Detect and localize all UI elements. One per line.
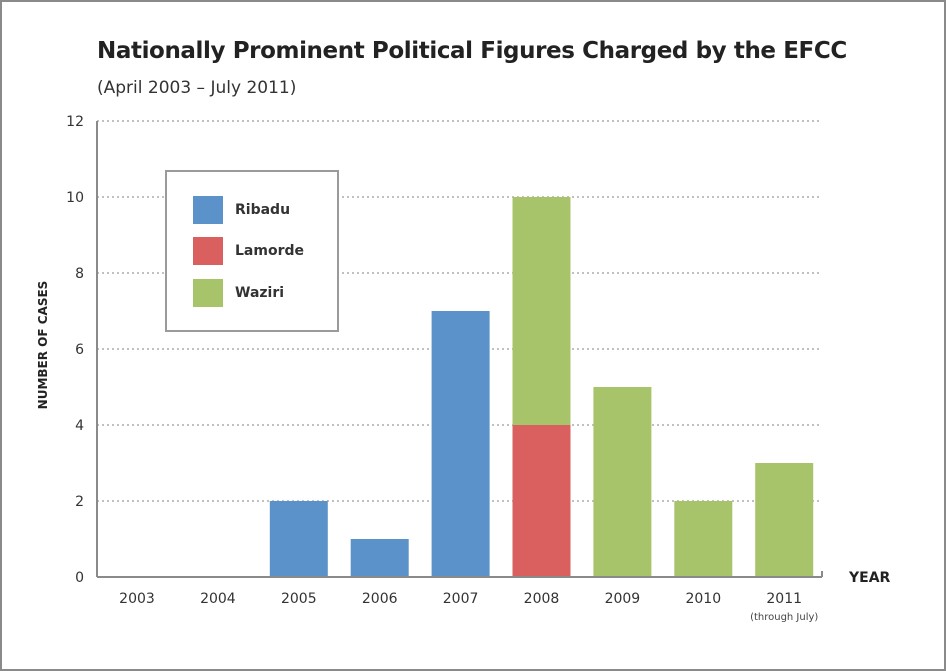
x-tick-label: 2005: [281, 591, 317, 607]
legend-label: Ribadu: [235, 202, 291, 218]
x-tick-label: 2004: [200, 591, 236, 607]
axes: [96, 121, 823, 578]
y-tick-label: 12: [66, 114, 84, 130]
y-tick-label: 0: [75, 570, 84, 586]
x-tick-label: 2011: [766, 591, 802, 607]
y-tick-label: 6: [75, 342, 84, 358]
x-tick-label: 2009: [605, 591, 641, 607]
x-tick-label: 2007: [443, 591, 479, 607]
x-tick-label: 2003: [119, 591, 155, 607]
legend-label: Lamorde: [235, 243, 304, 259]
bar-waziri-2010: [674, 501, 733, 577]
x-tick-label: 2008: [524, 591, 560, 607]
y-tick-label: 2: [75, 494, 84, 510]
x-tick-label: 2006: [362, 591, 398, 607]
bar-lamorde-2008: [512, 425, 571, 577]
legend-item-lamorde: Lamorde: [193, 237, 304, 265]
bar-ribadu-2006: [350, 539, 409, 577]
bar-waziri-2009: [593, 387, 652, 577]
x-tick-labels: 2003 2004 2005 2006 2007 2008 2009 2010 2011 (thr…: [119, 591, 818, 623]
legend-item-waziri: Waziri: [193, 279, 284, 307]
bar-ribadu-2007: [431, 311, 490, 577]
x-tick-label: 2010: [685, 591, 721, 607]
y-tick-labels: 0 2 4 6 8 10 12: [66, 114, 84, 586]
bar-ribadu-2005: [269, 501, 328, 577]
y-axis-label: NUMBER OF CASES: [36, 281, 50, 410]
bars: [269, 197, 814, 577]
chart-title: Nationally Prominent Political Figures C…: [97, 38, 847, 64]
y-tick-label: 10: [66, 190, 84, 206]
y-tick-label: 8: [75, 266, 84, 282]
x-tick-note: (through July): [750, 612, 818, 623]
legend-item-ribadu: Ribadu: [193, 196, 290, 224]
bar-waziri-2011: [755, 463, 814, 577]
y-tick-label: 4: [75, 418, 84, 434]
legend: Ribadu Lamorde Waziri: [165, 170, 339, 332]
legend-swatch-waziri: [193, 279, 223, 307]
bar-waziri-2008: [512, 197, 571, 425]
chart-subtitle: (April 2003 – July 2011): [97, 78, 297, 98]
legend-swatch-lamorde: [193, 237, 223, 265]
legend-swatch-ribadu: [193, 196, 223, 224]
legend-label: Waziri: [235, 285, 285, 301]
x-axis-label: YEAR: [848, 570, 891, 586]
